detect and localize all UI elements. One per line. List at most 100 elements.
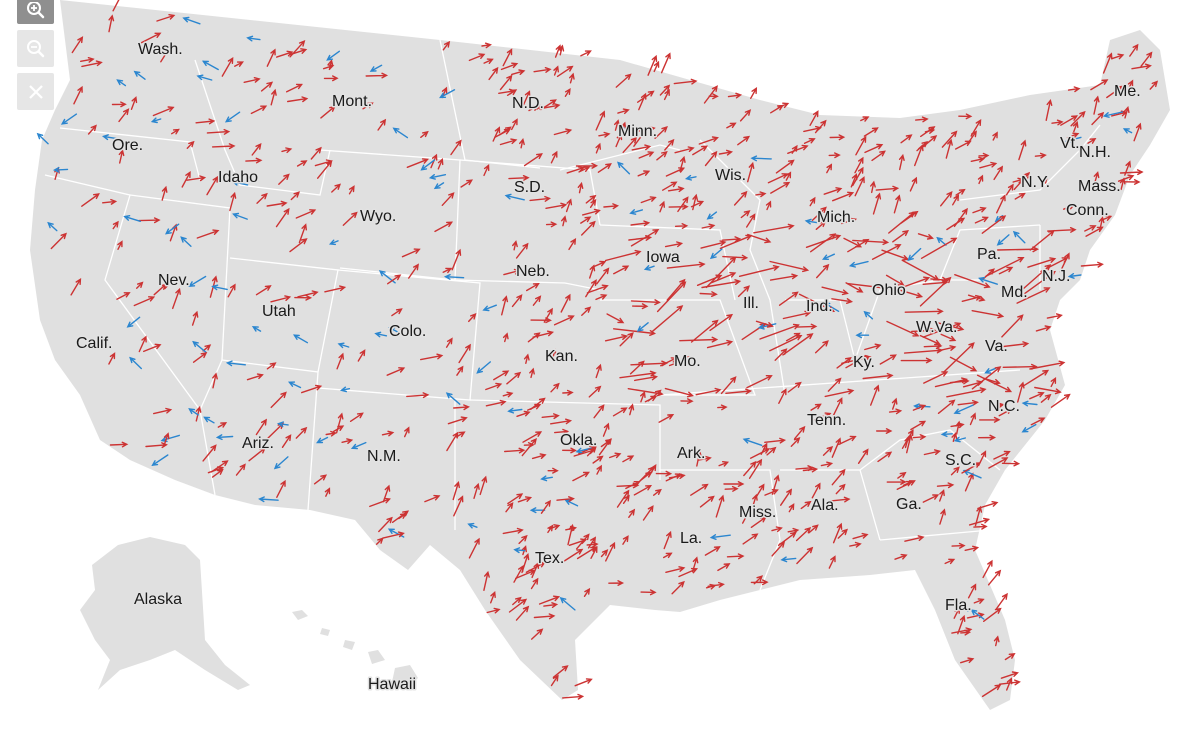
label-ny: N.Y.: [1021, 174, 1050, 191]
flow-arrow: [577, 181, 584, 194]
flow-arrow: [482, 304, 497, 312]
flow-arrow: [659, 200, 665, 213]
flow-arrow: [771, 541, 786, 557]
flow-arrow: [821, 253, 835, 260]
flow-arrow: [841, 354, 872, 364]
flow-arrow: [764, 437, 787, 444]
flow-arrow: [697, 455, 712, 462]
flow-arrow: [588, 385, 602, 398]
flow-arrow: [904, 535, 925, 542]
flow-arrow: [885, 274, 905, 286]
label-nm: N.M.: [367, 448, 401, 465]
flow-arrow: [787, 381, 802, 393]
flow-arrow: [433, 182, 445, 190]
flow-arrow: [111, 101, 127, 108]
flow-arrow: [665, 167, 686, 177]
flow-arrow: [1012, 177, 1025, 184]
flow-arrow: [953, 207, 968, 228]
flow-arrow: [747, 161, 755, 183]
flow-arrow: [377, 118, 387, 131]
flow-arrow: [251, 326, 262, 332]
flow-arrow: [604, 249, 642, 262]
alaska-shape: [80, 537, 250, 690]
flow-arrow: [698, 136, 719, 145]
flow-arrow: [188, 275, 207, 288]
flow-arrow: [1060, 115, 1079, 126]
flow-arrow: [822, 445, 834, 456]
flow-arrow: [391, 308, 403, 317]
flow-arrow: [221, 56, 234, 77]
flow-arrow: [156, 14, 176, 22]
land-layer: [30, 0, 1170, 710]
flow-arrow: [777, 102, 790, 109]
flow-arrow: [530, 397, 546, 410]
flow-arrow: [1001, 460, 1021, 467]
flow-arrow: [690, 319, 719, 343]
flow-arrow: [1140, 51, 1153, 67]
flow-arrow: [388, 326, 405, 337]
flow-arrow: [382, 531, 405, 539]
flow-arrow: [130, 96, 138, 110]
flow-arrow: [314, 159, 333, 167]
zoom-out-button[interactable]: [17, 30, 54, 67]
flow-arrow: [191, 310, 199, 326]
flow-arrow: [298, 223, 307, 244]
flow-arrow: [538, 595, 561, 605]
flow-arrow: [532, 330, 555, 338]
flow-arrow: [816, 263, 830, 279]
flow-arrow: [575, 162, 599, 169]
flow-arrow: [232, 212, 248, 220]
label-sc: S.C.: [945, 452, 976, 469]
zoom-in-button[interactable]: [17, 0, 54, 24]
flow-arrow: [1045, 99, 1053, 121]
flow-arrow: [80, 57, 95, 63]
flow-arrow: [900, 134, 913, 144]
flow-arrow: [316, 436, 329, 444]
flow-arrow: [1016, 287, 1051, 304]
flow-arrow: [955, 600, 969, 612]
flow-arrow: [335, 412, 344, 434]
flow-arrow: [663, 552, 673, 559]
flow-arrow: [108, 352, 116, 365]
flow-arrow: [721, 236, 742, 243]
flow-arrow: [532, 295, 542, 306]
flow-arrow: [964, 545, 980, 552]
flow-arrow: [897, 471, 907, 479]
flow-arrow: [746, 375, 773, 389]
flow-arrow: [953, 404, 974, 415]
flow-arrow: [116, 292, 131, 300]
flow-arrow: [587, 536, 597, 549]
flow-arrow: [1050, 376, 1057, 388]
flow-arrow: [608, 580, 625, 586]
flow-arrow: [872, 192, 882, 215]
flow-arrow: [231, 179, 249, 186]
flow-arrow: [658, 414, 675, 423]
flow-arrow: [725, 388, 753, 395]
flow-arrow: [936, 345, 957, 352]
label-wyo: Wyo.: [360, 208, 396, 225]
label-ohio: Ohio: [872, 282, 906, 299]
flow-arrow: [824, 388, 855, 398]
label-ark: Ark.: [677, 445, 705, 462]
flow-arrow: [434, 221, 454, 233]
flow-arrow: [181, 171, 191, 188]
flow-arrow: [211, 284, 228, 291]
label-calif: Calif.: [76, 335, 112, 352]
flow-arrow: [907, 247, 922, 262]
reset-button[interactable]: [17, 73, 54, 110]
flow-arrow: [108, 14, 115, 33]
flow-arrow: [855, 332, 870, 339]
label-nj: N.J.: [1042, 268, 1070, 285]
flow-arrow: [450, 139, 462, 156]
flow-arrow: [651, 305, 684, 333]
flow-arrow: [692, 145, 709, 156]
flow-arrow: [507, 407, 523, 414]
flow-arrow: [815, 220, 827, 230]
flow-arrow: [150, 117, 162, 124]
flow-arrow: [453, 495, 464, 517]
flow-arrow: [742, 437, 763, 446]
flow-arrow: [949, 356, 978, 372]
flow-arrow: [809, 110, 819, 126]
flow-arrow: [659, 84, 671, 96]
